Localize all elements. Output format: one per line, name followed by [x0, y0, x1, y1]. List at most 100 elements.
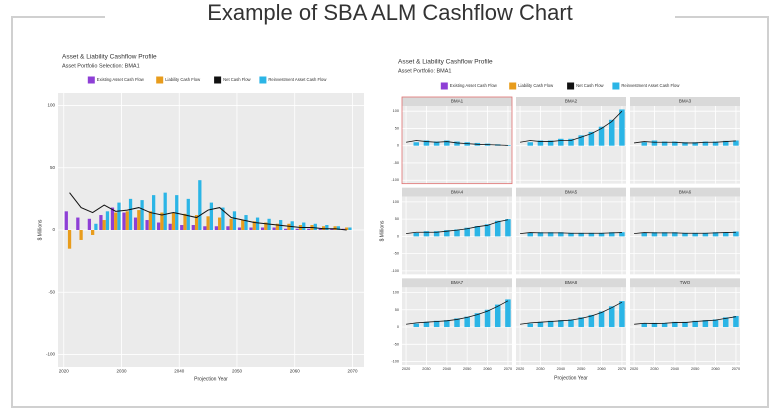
legend-swatch — [509, 82, 517, 90]
y-tick-label: -100 — [391, 269, 399, 273]
bar — [79, 230, 83, 240]
bar — [321, 226, 326, 230]
panel-title: TWO — [680, 280, 691, 285]
bar — [588, 314, 595, 328]
bar — [527, 232, 534, 237]
bar — [348, 227, 352, 230]
x-tick-label: 2070 — [347, 369, 358, 374]
x-tick-label: 2020 — [59, 369, 70, 374]
bar — [672, 232, 678, 237]
panel-strip — [630, 187, 740, 197]
panel-highlight — [401, 96, 513, 185]
bar — [588, 232, 595, 237]
bar — [260, 227, 265, 230]
bar — [252, 221, 256, 230]
bar — [413, 232, 420, 237]
bar — [474, 226, 481, 237]
bar — [183, 213, 187, 230]
x-tick-label: 2050 — [691, 367, 699, 371]
x-tick-label: 2040 — [174, 369, 185, 374]
bar — [537, 232, 544, 237]
y-tick-label: 0 — [397, 325, 399, 329]
x-tick-label: 2020 — [630, 367, 638, 371]
bar — [558, 232, 564, 237]
bar — [229, 218, 233, 230]
bar — [91, 230, 95, 235]
panel-strip — [630, 278, 740, 288]
bar — [145, 220, 149, 230]
net-line — [520, 110, 623, 143]
bar — [568, 319, 574, 328]
panel-title: BMA7 — [451, 280, 464, 285]
bar — [186, 198, 190, 230]
legend-label: Existing Asset Cash Flow — [97, 77, 145, 82]
bar — [682, 321, 688, 328]
bar — [464, 316, 470, 328]
bar — [444, 320, 450, 328]
bar — [214, 226, 219, 230]
bar — [117, 202, 121, 230]
x-tick-label: 2020 — [516, 367, 524, 371]
bar — [237, 227, 242, 230]
bar — [413, 323, 420, 328]
net-line — [406, 140, 508, 146]
bar — [290, 221, 294, 230]
x-tick-label: 2020 — [402, 367, 410, 371]
bar — [619, 232, 625, 237]
legend-label: Liability Cash Flow — [165, 77, 201, 82]
bar — [578, 232, 584, 237]
legend-label: Reinvestment Asset Cash Flow — [621, 83, 680, 88]
legend-label: Net Cash Flow — [223, 77, 251, 82]
net-line — [520, 301, 623, 325]
legend-swatch — [156, 76, 164, 84]
bar — [125, 211, 129, 230]
bar — [221, 207, 225, 230]
legend-swatch — [612, 82, 620, 90]
bar — [692, 320, 698, 328]
legend-swatch — [440, 82, 448, 90]
x-tick-label: 2070 — [618, 367, 626, 371]
x-tick-label: 2060 — [711, 367, 719, 371]
x-axis-label: Projection Year — [194, 376, 228, 382]
bar — [444, 230, 450, 237]
bar — [99, 215, 103, 230]
bar — [163, 192, 167, 230]
y-tick-label: 50 — [395, 126, 399, 130]
bar — [275, 223, 280, 230]
panel-strip — [402, 97, 512, 106]
bar — [578, 135, 584, 146]
bar — [433, 141, 440, 146]
x-tick-label: 2050 — [232, 369, 243, 374]
net-line — [634, 231, 736, 234]
bar — [547, 140, 554, 146]
title-backdrop — [105, 4, 675, 30]
bar — [641, 232, 648, 237]
bar — [661, 322, 668, 328]
bar — [128, 198, 133, 230]
y-tick-label: 50 — [50, 165, 56, 170]
bar — [454, 141, 460, 146]
bar — [313, 223, 317, 230]
bar — [454, 318, 460, 328]
y-axis-label: $ Millions — [37, 219, 43, 240]
bar — [619, 109, 625, 146]
bar — [484, 224, 491, 237]
bar — [160, 212, 164, 230]
y-tick-label: 100 — [393, 109, 399, 113]
bar — [682, 142, 688, 146]
bar — [547, 320, 554, 328]
bar — [598, 232, 605, 237]
y-tick-label: -50 — [394, 161, 400, 165]
panel-strip — [516, 187, 626, 197]
bar — [608, 306, 615, 328]
bar — [558, 138, 564, 146]
bar — [608, 232, 615, 237]
bar — [702, 141, 709, 146]
bar — [325, 225, 329, 230]
y-axis-label: $ Millions — [379, 220, 385, 241]
legend-swatch — [214, 76, 222, 84]
bar — [722, 317, 729, 328]
bar — [140, 200, 144, 230]
